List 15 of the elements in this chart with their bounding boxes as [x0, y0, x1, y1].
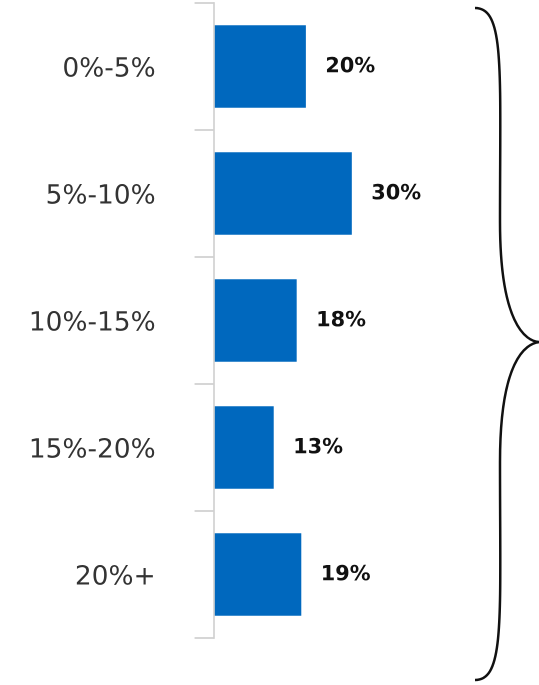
data-label: 13%	[296, 438, 342, 454]
y-tick-label: 10%-15%	[32, 310, 154, 331]
data-label: 30%	[372, 184, 420, 200]
bar	[214, 25, 306, 108]
y-tick-label: 5%-10%	[48, 184, 154, 204]
data-label: 18%	[318, 310, 366, 327]
y-tick-label: 0%-5%	[64, 56, 154, 77]
bar	[214, 533, 302, 616]
data-label: 20%	[326, 56, 375, 73]
bar	[214, 406, 274, 489]
bar	[214, 152, 352, 235]
y-tick-label: 20%+	[76, 564, 153, 585]
y-tick-label: 15%-20%	[32, 438, 154, 458]
data-label: 19%	[323, 564, 370, 581]
bar	[214, 279, 297, 362]
